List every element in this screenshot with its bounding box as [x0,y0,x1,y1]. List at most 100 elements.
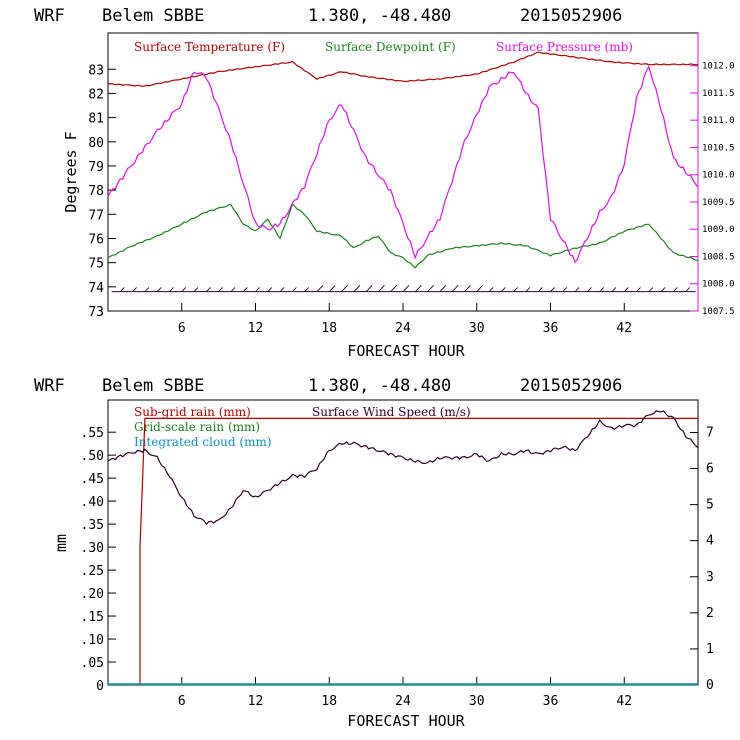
top-x-axis-label: FORECAST HOUR [347,342,465,360]
top-y-tick-label: 77 [88,208,104,223]
top-x-tick-label: 18 [321,321,337,336]
top-y-axis: 73 74 75 76 77 78 79 80 81 82 83 [88,63,116,320]
top-y2-tick-label: 1009.0 [702,225,735,235]
top-x-tick-label: 42 [616,321,632,336]
bottom-y-axis: 0 .05 .10 .15 .20 .25 .30 .35 .40 .45 .50 .55 [81,426,116,694]
bottom-y-tick-label: .15 [81,610,104,625]
wind-barb [119,287,125,292]
wind-speed-line [107,410,699,526]
bottom-y-tick-label: .45 [81,472,104,487]
bottom-wind-y-axis: 0 1 2 3 4 5 6 7 [690,425,714,693]
bottom-y2-tick-label: 1 [706,642,714,657]
top-pressure-y-axis: 1007.5 1008.0 1008.5 1009.0 1009.5 1010.0 1010… [690,62,735,317]
wind-barb [328,285,336,292]
wind-barb [451,285,459,292]
wind-barb [230,287,236,292]
bottom-y2-tick-label: 6 [706,462,714,477]
top-y-axis-label: Degrees F [62,131,80,212]
top-x-axis: 6 12 18 24 30 36 42 [178,303,632,336]
top-y2-tick-label: 1007.5 [702,307,735,317]
bottom-x-tick-label: 18 [321,694,337,709]
bottom-header-station: Belem SBBE [102,376,204,396]
wind-barb [378,285,385,292]
top-header-model: WRF [34,6,65,26]
top-y-tick-label: 83 [88,63,104,78]
top-y-tick-label: 78 [88,184,104,199]
wind-barb [279,287,285,292]
wind-barb [525,287,531,292]
top-y-tick-label: 75 [88,257,104,272]
bottom-y2-tick-label: 3 [706,570,714,585]
wind-barb [365,285,373,292]
wind-barbs [111,285,696,293]
wind-barb [206,287,211,292]
bottom-y-tick-label: .55 [81,426,104,441]
top-x-tick-label: 6 [178,321,186,336]
wind-barb [636,287,641,292]
subgrid-rain-line [108,417,698,686]
top-y2-tick-label: 1010.0 [702,171,735,181]
wind-barb [193,287,199,292]
wind-barb [562,287,568,292]
bottom-y2-tick-label: 0 [706,678,714,693]
top-plot-frame [107,32,699,312]
wind-barb [501,287,506,292]
wind-barb [685,287,691,292]
wind-barb [427,285,434,292]
top-x-tick-label: 36 [543,321,559,336]
wind-barb [587,287,592,292]
wind-barb [255,287,260,292]
wind-barb [402,285,410,292]
bottom-header: WRF Belem SBBE 1.380, -48.480 2015052906 [34,376,622,396]
legend-surface-pressure: Surface Pressure (mb) [496,40,633,54]
top-x-tick-label: 12 [248,321,264,336]
bottom-x-tick-label: 24 [395,694,411,709]
legend-surface-temperature: Surface Temperature (F) [134,40,285,54]
legend-surface-wind-speed: Surface Wind Speed (m/s) [312,405,471,419]
wind-barb [488,287,494,292]
bottom-header-coords: 1.380, -48.480 [308,376,451,396]
pressure-line [107,65,699,264]
bottom-x-tick-label: 42 [616,694,632,709]
wind-barb [218,287,223,292]
legend-integrated-cloud: Integrated cloud (mm) [134,435,272,449]
wind-barb [611,287,617,292]
bottom-x-tick-label: 6 [178,694,186,709]
wind-barb [390,285,398,292]
bottom-x-tick-label: 36 [543,694,559,709]
top-x-tick-label: 30 [469,321,485,336]
bottom-y-tick-label: .05 [81,656,104,671]
wind-barb [267,287,273,292]
bottom-y-tick-label: 0 [96,679,104,694]
bottom-y-tick-label: .35 [81,518,104,533]
wind-barb [464,285,471,292]
wind-barb [550,287,555,292]
bottom-header-model: WRF [34,376,65,396]
bottom-y2-tick-label: 4 [706,534,714,549]
top-y2-tick-label: 1008.0 [702,280,735,290]
top-y2-tick-label: 1008.5 [702,252,735,262]
top-y2-tick-label: 1012.0 [702,62,735,72]
wind-barb [414,285,422,292]
wind-barb [341,285,348,292]
bottom-y-axis-label: mm [52,534,70,552]
wind-barb [242,287,248,292]
wind-barb [660,287,666,292]
temperature-line [107,51,698,88]
top-y2-tick-label: 1009.5 [702,198,735,208]
bottom-series-group [107,410,699,686]
bottom-y2-tick-label: 5 [706,498,714,513]
wind-barb [353,285,361,292]
top-y-tick-label: 82 [88,87,104,102]
wind-barb [316,285,324,292]
bottom-y-tick-label: .50 [81,449,104,464]
bottom-y-tick-label: .20 [81,587,104,602]
wind-barb [623,287,629,292]
top-y-tick-label: 81 [88,112,104,127]
top-header-station: Belem SBBE [102,6,204,26]
top-y-tick-label: 80 [88,136,104,151]
legend-surface-dewpoint: Surface Dewpoint (F) [325,40,456,54]
top-header: WRF Belem SBBE 1.380, -48.480 2015052906 [34,6,622,26]
wind-barb [304,287,309,292]
